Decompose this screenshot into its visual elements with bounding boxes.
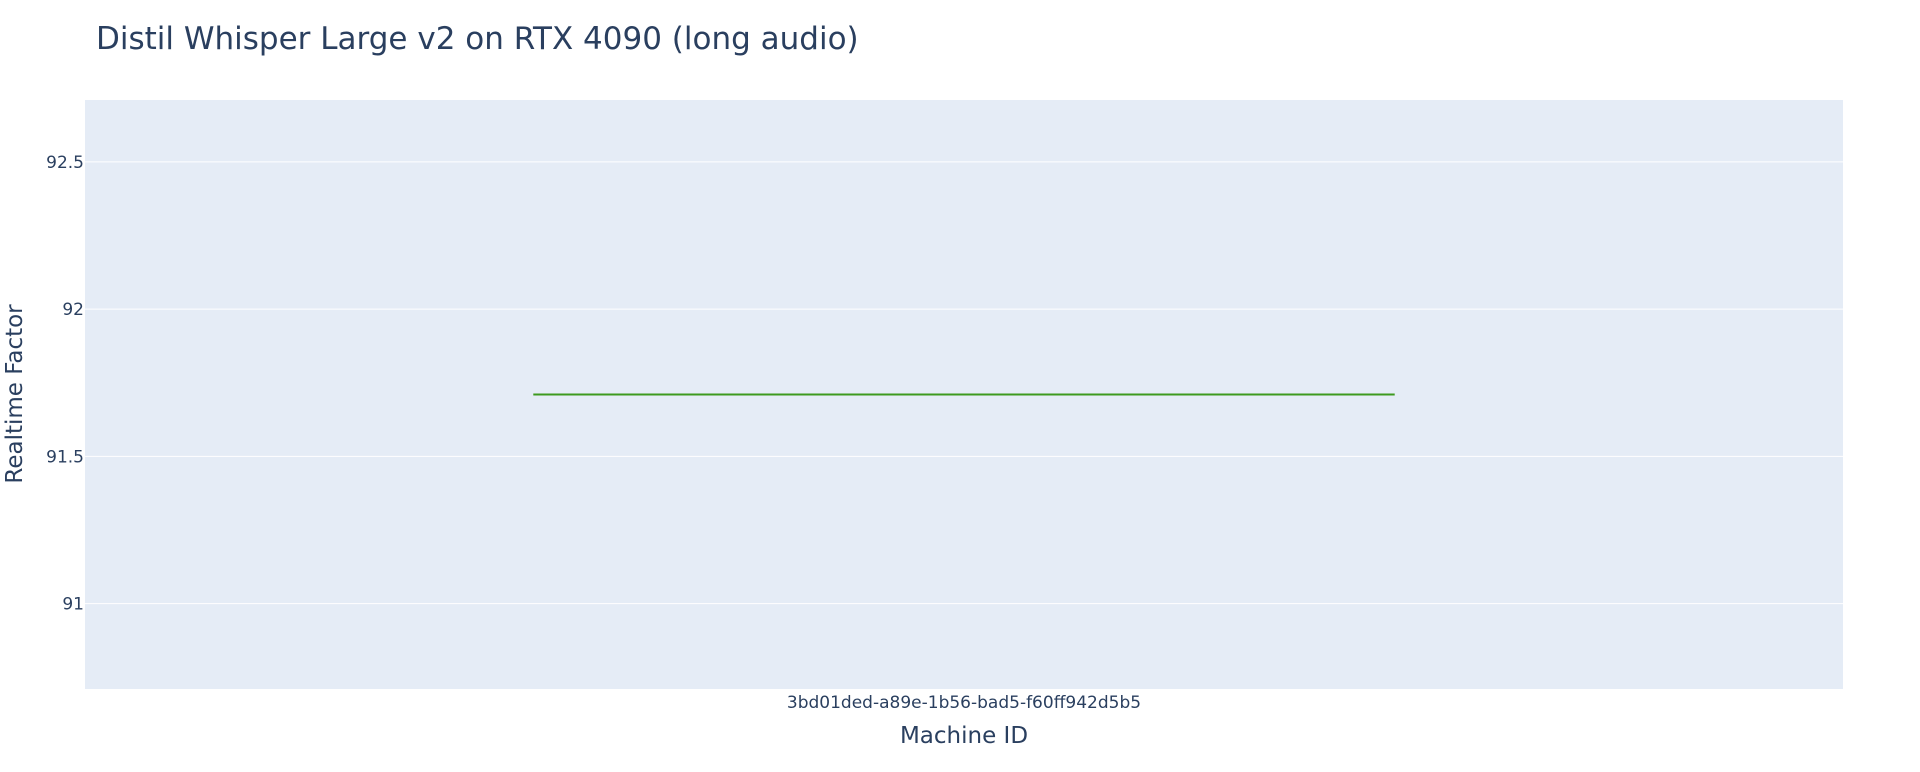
y-tick-label: 91 — [62, 595, 84, 615]
y-tick-labels: 91 91.5 92 92.5 — [46, 153, 84, 615]
x-tick-labels: 3bd01ded-a89e-1b56-bad5-f60ff942d5b5 — [787, 693, 1141, 713]
y-tick-label: 92 — [62, 300, 84, 320]
y-axis-title: Realtime Factor — [2, 304, 28, 484]
gridlines — [85, 161, 1843, 605]
y-tick-label: 91.5 — [46, 447, 84, 467]
x-tick-label: 3bd01ded-a89e-1b56-bad5-f60ff942d5b5 — [787, 693, 1141, 713]
chart-title: Distil Whisper Large v2 on RTX 4090 (lon… — [96, 21, 859, 57]
x-axis-title: Machine ID — [900, 723, 1028, 749]
y-tick-label: 92.5 — [46, 153, 84, 173]
